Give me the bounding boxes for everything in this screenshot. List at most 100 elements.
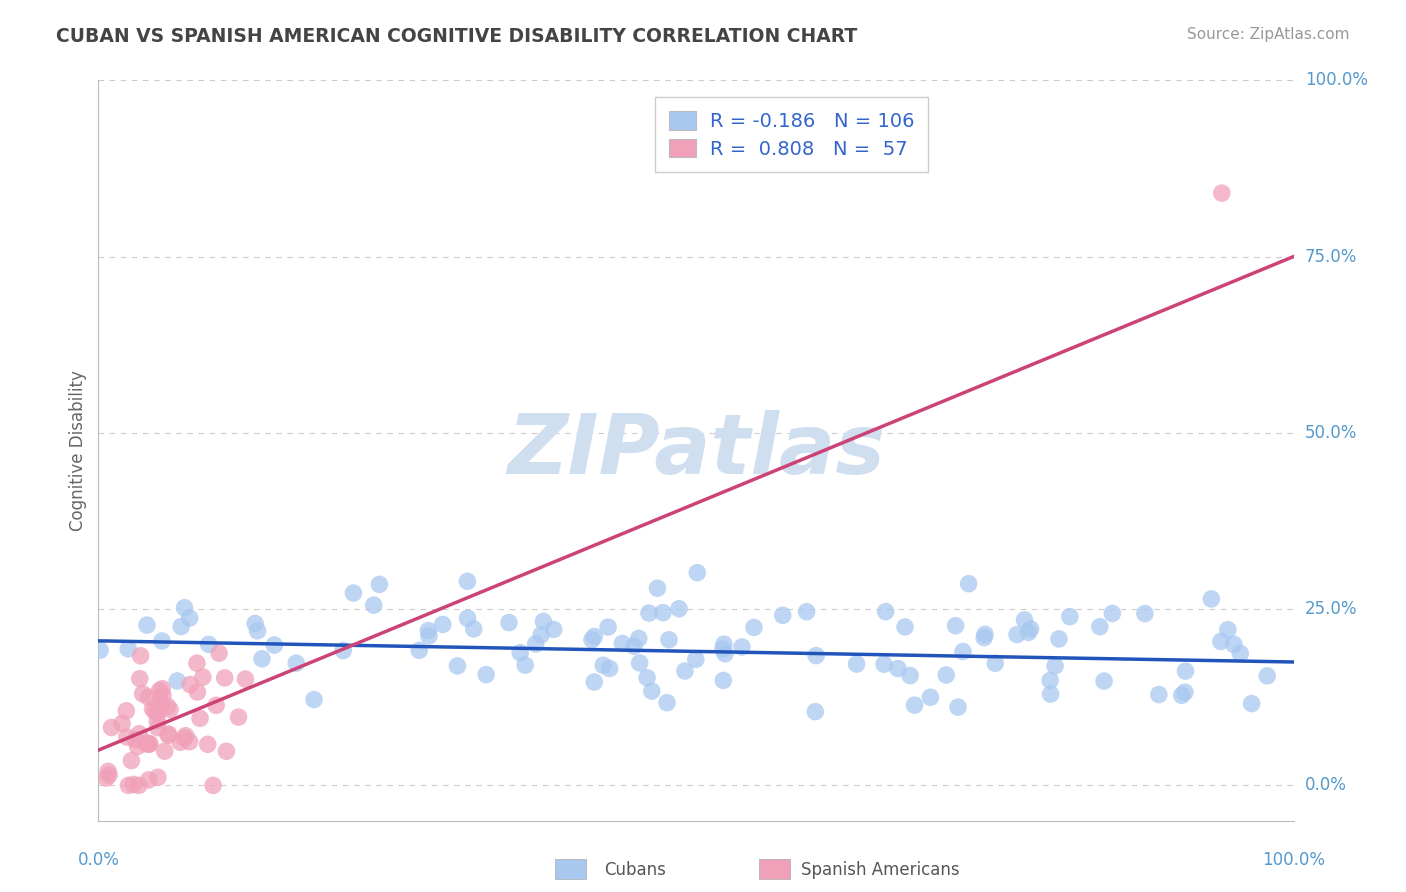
Point bbox=[128, 672, 150, 686]
Text: 75.0%: 75.0% bbox=[1305, 248, 1357, 266]
Point bbox=[302, 692, 325, 706]
Point bbox=[136, 618, 159, 632]
Point bbox=[875, 605, 897, 619]
Point bbox=[1209, 634, 1232, 648]
Point bbox=[97, 764, 120, 779]
Point bbox=[1019, 622, 1042, 636]
Point bbox=[1170, 689, 1192, 703]
Text: 100.0%: 100.0% bbox=[1263, 851, 1324, 869]
Text: 0.0%: 0.0% bbox=[77, 851, 120, 869]
Point bbox=[157, 727, 180, 741]
Point bbox=[898, 668, 921, 682]
Point bbox=[128, 727, 150, 741]
Point bbox=[1101, 607, 1123, 621]
Point bbox=[903, 698, 925, 713]
Point bbox=[215, 744, 238, 758]
Point bbox=[796, 605, 818, 619]
Point bbox=[157, 728, 180, 742]
Point bbox=[115, 730, 138, 744]
Point bbox=[731, 640, 754, 654]
Point bbox=[651, 606, 673, 620]
Point bbox=[592, 658, 614, 673]
Point bbox=[179, 677, 201, 691]
Point bbox=[873, 657, 896, 672]
Point bbox=[946, 700, 969, 714]
Point bbox=[146, 714, 169, 728]
Point bbox=[894, 620, 917, 634]
Point bbox=[143, 704, 166, 718]
Text: 25.0%: 25.0% bbox=[1305, 600, 1357, 618]
Point bbox=[1256, 669, 1278, 683]
Point bbox=[186, 656, 208, 670]
Text: 50.0%: 50.0% bbox=[1305, 424, 1357, 442]
Point bbox=[457, 611, 479, 625]
Point bbox=[159, 702, 181, 716]
Point bbox=[804, 705, 827, 719]
Point bbox=[1133, 607, 1156, 621]
Point bbox=[250, 652, 273, 666]
Point bbox=[742, 620, 765, 634]
Point bbox=[202, 778, 225, 792]
Point bbox=[418, 624, 440, 638]
Point bbox=[1039, 673, 1062, 688]
Point bbox=[135, 737, 157, 751]
Point bbox=[418, 629, 440, 643]
Point bbox=[149, 693, 172, 707]
Text: Cubans: Cubans bbox=[605, 861, 666, 879]
Y-axis label: Cognitive Disability: Cognitive Disability bbox=[69, 370, 87, 531]
Point bbox=[197, 637, 219, 651]
Point bbox=[530, 628, 553, 642]
Point bbox=[1216, 623, 1239, 637]
Point bbox=[332, 643, 354, 657]
Point bbox=[583, 675, 606, 690]
Point bbox=[1201, 592, 1223, 607]
Point bbox=[246, 624, 269, 638]
Point bbox=[408, 643, 430, 657]
Point bbox=[263, 638, 285, 652]
Point bbox=[628, 656, 651, 670]
Point bbox=[98, 768, 121, 782]
Point bbox=[887, 661, 910, 675]
Point bbox=[179, 611, 201, 625]
Point bbox=[122, 777, 145, 791]
Point bbox=[146, 706, 169, 721]
Point bbox=[120, 754, 142, 768]
Point bbox=[713, 637, 735, 651]
Point bbox=[342, 586, 364, 600]
Point bbox=[984, 657, 1007, 671]
Point bbox=[641, 684, 664, 698]
Point bbox=[475, 667, 498, 681]
Point bbox=[138, 690, 160, 705]
Point bbox=[711, 642, 734, 657]
Point bbox=[686, 566, 709, 580]
Point bbox=[1223, 637, 1246, 651]
Point bbox=[1088, 620, 1111, 634]
Point bbox=[96, 771, 118, 785]
Point bbox=[150, 681, 173, 696]
Point bbox=[149, 698, 172, 713]
Point bbox=[173, 600, 195, 615]
Point bbox=[111, 716, 134, 731]
Point bbox=[668, 601, 690, 615]
Point bbox=[136, 736, 159, 750]
Point bbox=[1014, 613, 1036, 627]
Text: Source: ZipAtlas.com: Source: ZipAtlas.com bbox=[1187, 27, 1350, 42]
Point bbox=[920, 690, 942, 705]
Point bbox=[146, 770, 169, 784]
Text: Spanish Americans: Spanish Americans bbox=[801, 861, 960, 879]
Point bbox=[129, 648, 152, 663]
Point bbox=[509, 646, 531, 660]
Point bbox=[115, 704, 138, 718]
Point bbox=[515, 658, 537, 673]
Point bbox=[228, 710, 250, 724]
Point bbox=[599, 661, 621, 675]
Point bbox=[368, 577, 391, 591]
Text: ZIPatlas: ZIPatlas bbox=[508, 410, 884, 491]
Point bbox=[524, 637, 547, 651]
Point bbox=[636, 671, 658, 685]
Point bbox=[208, 646, 231, 660]
Point bbox=[1229, 647, 1251, 661]
Point bbox=[974, 627, 997, 641]
Point bbox=[146, 721, 169, 735]
Point bbox=[957, 576, 980, 591]
